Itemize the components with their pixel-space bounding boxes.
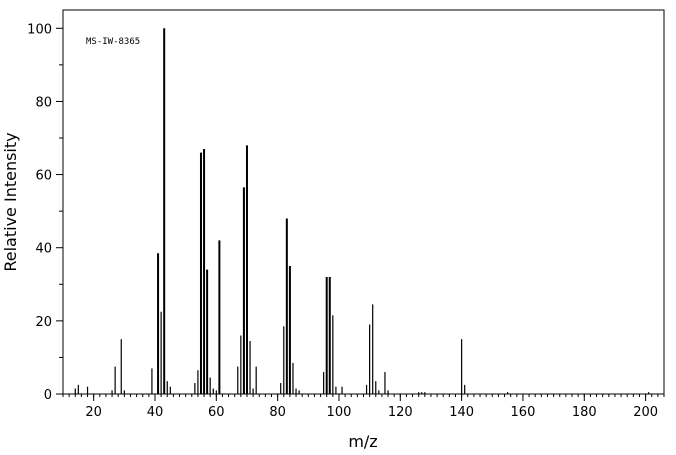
plot-frame: [62, 9, 665, 395]
x-tick-label: 80: [269, 405, 286, 420]
y-tick-label: 0: [44, 388, 52, 403]
spectrum-peaks: [74, 28, 650, 394]
y-tick-label: 80: [35, 95, 52, 110]
y-ticks: 0 20 40 60 80 100: [27, 22, 63, 403]
y-tick-label: 60: [35, 169, 52, 184]
y-tick-label: 20: [35, 315, 52, 330]
y-axis-title: Relative Intensity: [1, 132, 20, 271]
x-tick-label: 60: [208, 405, 225, 420]
x-tick-label: 100: [327, 405, 352, 420]
y-tick-label: 40: [35, 242, 52, 257]
x-tick-label: 120: [388, 405, 413, 420]
x-tick-label: 40: [147, 405, 164, 420]
x-tick-label: 200: [633, 405, 658, 420]
sample-annotation: MS-IW-8365: [86, 37, 140, 47]
y-tick-label: 100: [27, 22, 52, 37]
x-axis-title: m/z: [348, 432, 377, 451]
x-tick-label: 160: [511, 405, 536, 420]
x-ticks: 20 40 60 80 100 120 140 160 180 200: [85, 394, 658, 420]
x-tick-label: 180: [572, 405, 597, 420]
x-tick-label: 140: [449, 405, 474, 420]
x-tick-label: 20: [85, 405, 102, 420]
